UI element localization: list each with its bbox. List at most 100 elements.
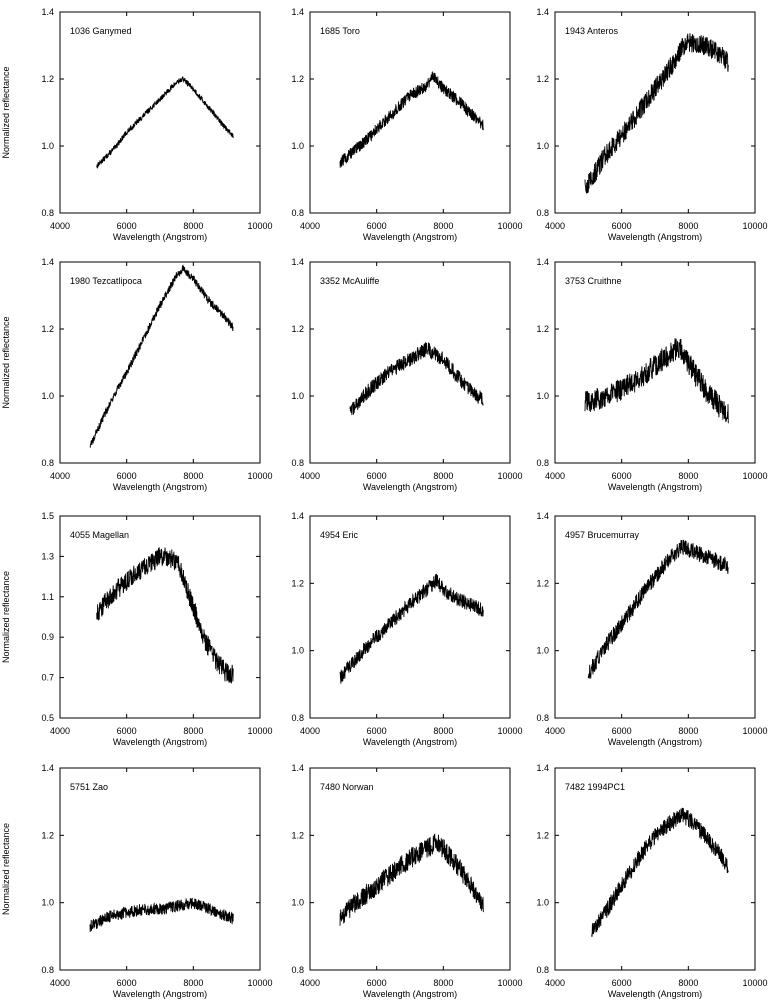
y-tick-label: 1.2 xyxy=(536,578,549,588)
x-axis-label: Wavelength (Angstrom) xyxy=(113,989,207,999)
spectrum-line xyxy=(587,539,729,679)
x-axis-label: Wavelength (Angstrom) xyxy=(113,232,207,242)
x-tick-label: 4000 xyxy=(50,221,70,231)
x-axis-label: Wavelength (Angstrom) xyxy=(608,989,702,999)
x-tick-label: 4000 xyxy=(300,726,320,736)
plot-frame xyxy=(309,261,511,464)
x-tick-label: 8000 xyxy=(183,978,203,988)
spectrum-line xyxy=(89,897,234,933)
y-tick-label: 1.4 xyxy=(41,763,54,773)
y-tick-label: 1.5 xyxy=(41,511,54,521)
x-tick-label: 8000 xyxy=(433,978,453,988)
y-tick-label: 1.2 xyxy=(291,578,304,588)
y-axis-label: Normalized reflectance xyxy=(1,571,11,663)
y-tick-label: 0.9 xyxy=(41,632,54,642)
y-tick-label: 1.0 xyxy=(536,391,549,401)
x-axis-label: Wavelength (Angstrom) xyxy=(113,482,207,492)
x-tick-label: 8000 xyxy=(678,978,698,988)
spectrum-line xyxy=(96,76,234,169)
y-tick-label: 1.2 xyxy=(41,830,54,840)
y-tick-label: 0.7 xyxy=(41,673,54,683)
x-tick-label: 6000 xyxy=(367,726,387,736)
y-tick-label: 1.0 xyxy=(291,898,304,908)
panel-5751-zao: 4000 6000 8000 10000 0.8 1.0 1.2 1.4 5751 Zao Wav… xyxy=(1,763,273,999)
y-tick-label: 0.8 xyxy=(291,208,304,218)
y-tick-label: 1.1 xyxy=(41,592,54,602)
y-tick-label: 1.4 xyxy=(41,257,54,267)
y-tick-label: 1.4 xyxy=(291,511,304,521)
x-tick-label: 8000 xyxy=(678,471,698,481)
y-tick-label: 0.8 xyxy=(291,713,304,723)
y-axis-label: Normalized reflectance xyxy=(1,823,11,915)
x-tick-label: 6000 xyxy=(117,978,137,988)
y-tick-label: 1.0 xyxy=(41,141,54,151)
panel-title: 1980 Tezcatlipoca xyxy=(70,276,142,286)
x-tick-label: 6000 xyxy=(612,471,632,481)
panel-3753-cruithne: 4000 6000 8000 10000 0.8 1.0 1.2 1.4 3753 Cruith… xyxy=(536,257,767,492)
plot-frame xyxy=(554,261,756,464)
panel-title: 4954 Eric xyxy=(320,530,359,540)
x-tick-label: 6000 xyxy=(367,221,387,231)
spectrum-line xyxy=(89,264,234,448)
x-tick-label: 10000 xyxy=(247,221,272,231)
y-tick-label: 1.2 xyxy=(41,324,54,334)
y-tick-label: 1.0 xyxy=(41,391,54,401)
plot-frame xyxy=(554,515,756,719)
y-axis-label: Normalized reflectance xyxy=(1,66,11,158)
y-tick-label: 1.0 xyxy=(291,646,304,656)
panel-4954-eric: 4000 6000 8000 10000 0.8 1.0 1.2 1.4 4954 Eric Wa… xyxy=(291,511,522,747)
x-tick-label: 10000 xyxy=(497,726,522,736)
x-tick-label: 4000 xyxy=(545,471,565,481)
y-tick-label: 1.0 xyxy=(536,141,549,151)
panel-title: 4957 Brucemurray xyxy=(565,530,640,540)
x-axis-label: Wavelength (Angstrom) xyxy=(608,482,702,492)
y-tick-label: 1.4 xyxy=(291,257,304,267)
y-tick-label: 1.2 xyxy=(536,324,549,334)
y-tick-label: 1.0 xyxy=(291,391,304,401)
y-tick-label: 0.8 xyxy=(291,458,304,468)
panel-title: 4055 Magellan xyxy=(70,530,129,540)
y-tick-label: 1.2 xyxy=(41,74,54,84)
x-tick-label: 4000 xyxy=(545,221,565,231)
y-tick-label: 0.8 xyxy=(536,713,549,723)
x-tick-label: 4000 xyxy=(300,221,320,231)
y-tick-label: 0.8 xyxy=(536,965,549,975)
spectrum-line xyxy=(349,341,484,416)
x-tick-label: 8000 xyxy=(433,471,453,481)
panel-title: 1685 Toro xyxy=(320,26,360,36)
x-tick-label: 4000 xyxy=(50,978,70,988)
spectrum-line xyxy=(339,71,484,168)
x-tick-label: 6000 xyxy=(117,726,137,736)
x-tick-label: 10000 xyxy=(497,221,522,231)
y-tick-label: 1.4 xyxy=(536,7,549,17)
x-tick-label: 8000 xyxy=(183,726,203,736)
x-tick-label: 8000 xyxy=(183,221,203,231)
y-tick-label: 1.2 xyxy=(536,74,549,84)
x-tick-label: 6000 xyxy=(612,726,632,736)
panel-1036-ganymed: 4000 6000 8000 10000 0.8 1.0 1.2 1.4 1036 Ganyme… xyxy=(1,7,273,242)
panel-title: 7480 Norwan xyxy=(320,782,374,792)
x-tick-label: 10000 xyxy=(742,726,767,736)
plot-frame xyxy=(59,261,261,464)
y-tick-label: 1.4 xyxy=(291,763,304,773)
plot-frame xyxy=(554,767,756,971)
x-tick-label: 6000 xyxy=(367,978,387,988)
x-tick-label: 4000 xyxy=(300,471,320,481)
x-tick-label: 10000 xyxy=(247,471,272,481)
y-tick-label: 1.4 xyxy=(536,763,549,773)
x-tick-label: 4000 xyxy=(50,726,70,736)
x-tick-label: 8000 xyxy=(433,221,453,231)
y-tick-label: 1.0 xyxy=(41,898,54,908)
spectrum-line xyxy=(339,573,484,684)
plot-frame xyxy=(309,11,511,214)
x-tick-label: 10000 xyxy=(742,221,767,231)
x-tick-label: 6000 xyxy=(117,221,137,231)
x-tick-label: 10000 xyxy=(497,471,522,481)
panel-title: 3352 McAuliffe xyxy=(320,276,379,286)
y-tick-label: 1.2 xyxy=(291,830,304,840)
y-tick-label: 1.4 xyxy=(536,511,549,521)
x-tick-label: 10000 xyxy=(247,726,272,736)
y-tick-label: 1.0 xyxy=(291,141,304,151)
plot-frame xyxy=(59,11,261,214)
